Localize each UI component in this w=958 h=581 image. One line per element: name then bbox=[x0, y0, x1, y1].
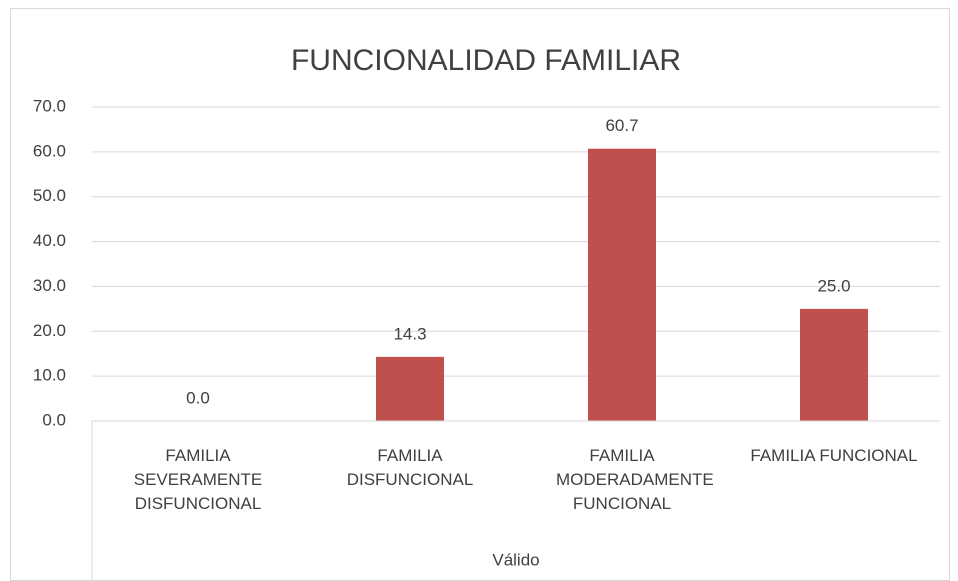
y-tick-label: 40.0 bbox=[33, 231, 66, 250]
y-tick-label: 20.0 bbox=[33, 321, 66, 340]
bar bbox=[376, 356, 444, 421]
x-tick-label-box: FAMILIA DISFUNCIONAL bbox=[346, 446, 474, 489]
x-tick-label: FAMILIA SEVERAMENTE DISFUNCIONAL bbox=[133, 446, 263, 513]
bar bbox=[588, 148, 656, 421]
y-tick-label: 30.0 bbox=[33, 276, 66, 295]
y-tick-label: 10.0 bbox=[33, 366, 66, 385]
chart-border bbox=[10, 8, 950, 581]
x-tick-label-box: FAMILIA SEVERAMENTE DISFUNCIONAL bbox=[133, 446, 263, 513]
data-label: 14.3 bbox=[393, 324, 426, 343]
x-tick-label: FAMILIA DISFUNCIONAL bbox=[346, 446, 474, 489]
x-tick-label-box: FAMILIA MODERADAMENTE FUNCIONAL bbox=[556, 446, 714, 513]
y-tick-label: 60.0 bbox=[33, 141, 66, 160]
data-label: 60.7 bbox=[605, 116, 638, 135]
y-tick-label: 50.0 bbox=[33, 186, 66, 205]
y-tick-label: 70.0 bbox=[33, 96, 66, 115]
x-tick-label: FAMILIA FUNCIONAL bbox=[750, 446, 918, 465]
chart-title: FUNCIONALIDAD FAMILIAR bbox=[291, 44, 681, 77]
x-tick-label-box: FAMILIA FUNCIONAL bbox=[750, 446, 918, 465]
bar bbox=[800, 308, 868, 421]
x-tick-label: FAMILIA MODERADAMENTE FUNCIONAL bbox=[556, 446, 714, 513]
group-label: Válido bbox=[492, 550, 539, 569]
data-label: 0.0 bbox=[186, 388, 210, 407]
data-label: 25.0 bbox=[817, 276, 850, 295]
y-tick-label: 0.0 bbox=[42, 410, 66, 429]
